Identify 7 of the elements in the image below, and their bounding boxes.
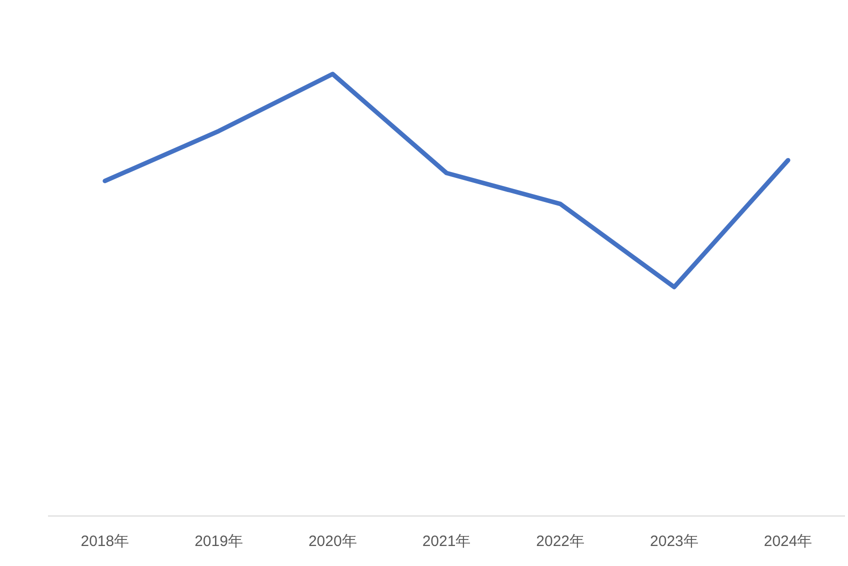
x-tick-label: 2023年 <box>650 533 698 550</box>
x-tick-label: 2020年 <box>308 533 357 550</box>
x-tick-label: 2024年 <box>764 533 812 550</box>
x-tick-label: 2019年 <box>194 533 243 550</box>
x-tick-label: 2021年 <box>422 533 471 550</box>
x-tick-label: 2018年 <box>80 533 130 550</box>
x-tick-label: 2022年 <box>536 533 585 550</box>
